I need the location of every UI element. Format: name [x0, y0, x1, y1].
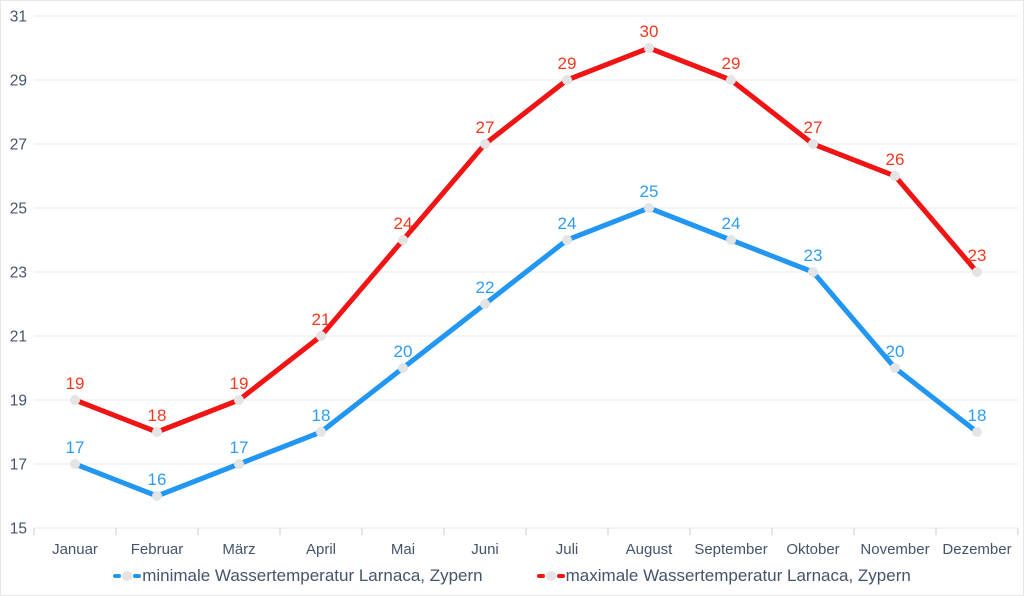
data-point-marker [480, 299, 490, 309]
legend-min-label: minimale Wassertemperatur Larnaca, Zyper… [142, 566, 483, 585]
legend-min-dash-icon [133, 574, 142, 578]
chart-legend: minimale Wassertemperatur Larnaca, Zyper… [1, 560, 1023, 592]
data-point-marker [234, 459, 244, 469]
x-axis-label: Februar [131, 541, 184, 558]
legend-max-dash-icon [556, 574, 565, 578]
series-line-0 [72, 205, 980, 499]
data-point-label: 21 [312, 310, 331, 329]
y-axis-label: 27 [10, 137, 27, 154]
data-point-marker [398, 235, 408, 245]
x-axis-label: September [694, 541, 767, 558]
data-point-label: 17 [230, 438, 249, 457]
y-axis-label: 17 [10, 457, 27, 474]
x-axis-label: Dezember [942, 541, 1011, 558]
data-point-label: 30 [640, 22, 659, 41]
data-point-marker [972, 267, 982, 277]
data-point-marker [398, 363, 408, 373]
data-point-label: 24 [394, 214, 413, 233]
x-axis-label: Juni [471, 541, 499, 558]
data-point-label: 26 [886, 150, 905, 169]
data-point-marker [480, 139, 490, 149]
data-point-label: 29 [558, 54, 577, 73]
data-point-marker [70, 395, 80, 405]
legend-item-max-temperature: maximale Wassertemperatur Larnaca, Zyper… [536, 566, 911, 586]
y-axis-label: 21 [10, 329, 27, 346]
data-point-label: 18 [968, 406, 987, 425]
data-point-marker [152, 427, 162, 437]
plot-area: 15 17 19 21 23 25 27 29 31 Januar Februar März April… [10, 9, 1019, 558]
y-axis-label: 23 [10, 265, 27, 282]
data-point-marker [316, 331, 326, 341]
legend-min-line-marker-icon [113, 571, 142, 581]
x-axis-label: August [626, 541, 674, 558]
y-axis-label: 15 [10, 521, 27, 538]
data-point-label: 20 [394, 342, 413, 361]
data-point-marker [644, 43, 654, 53]
data-point-marker [808, 139, 818, 149]
data-point-label: 27 [476, 118, 495, 137]
data-point-label: 19 [230, 374, 249, 393]
x-axis-label: Mai [391, 541, 415, 558]
x-axis-label: Oktober [786, 541, 839, 558]
data-point-label: 18 [148, 406, 167, 425]
data-point-label: 27 [804, 118, 823, 137]
data-point-label: 22 [476, 278, 495, 297]
data-point-marker [152, 491, 162, 501]
data-point-marker [234, 395, 244, 405]
y-axis-label: 29 [10, 73, 27, 90]
data-point-label: 25 [640, 182, 659, 201]
data-point-label: 23 [968, 246, 987, 265]
series-line-1 [72, 45, 980, 435]
data-point-marker [316, 427, 326, 437]
legend-max-label: maximale Wassertemperatur Larnaca, Zyper… [565, 566, 911, 585]
x-axis-label: Juli [556, 541, 579, 558]
data-point-marker [562, 235, 572, 245]
data-point-label: 16 [148, 470, 167, 489]
data-point-marker [808, 267, 818, 277]
data-point-marker [890, 171, 900, 181]
x-axis-label: April [306, 541, 336, 558]
legend-max-dash-icon [536, 574, 545, 578]
legend-min-point-icon [122, 571, 133, 581]
y-axis-label: 25 [10, 201, 27, 218]
data-point-label: 18 [312, 406, 331, 425]
data-point-label: 23 [804, 246, 823, 265]
data-point-marker [726, 75, 736, 85]
data-point-label: 17 [66, 438, 85, 457]
data-point-label: 24 [722, 214, 741, 233]
legend-item-min-temperature: minimale Wassertemperatur Larnaca, Zyper… [113, 566, 483, 586]
legend-min-dash-icon [113, 574, 122, 578]
data-point-marker [890, 363, 900, 373]
x-axis-label: Januar [52, 541, 98, 558]
data-point-marker [972, 427, 982, 437]
data-point-marker [644, 203, 654, 213]
data-point-label: 29 [722, 54, 741, 73]
legend-max-line-marker-icon [536, 571, 565, 581]
x-axis-label: März [222, 541, 255, 558]
data-point-marker [726, 235, 736, 245]
data-point-label: 24 [558, 214, 577, 233]
legend-max-point-icon [545, 571, 556, 581]
y-axis-label: 31 [10, 9, 27, 26]
data-point-marker [70, 459, 80, 469]
x-axis-label: November [860, 541, 929, 558]
data-point-label: 20 [886, 342, 905, 361]
data-point-marker [562, 75, 572, 85]
data-point-label: 19 [66, 374, 85, 393]
y-axis-label: 19 [10, 393, 27, 410]
